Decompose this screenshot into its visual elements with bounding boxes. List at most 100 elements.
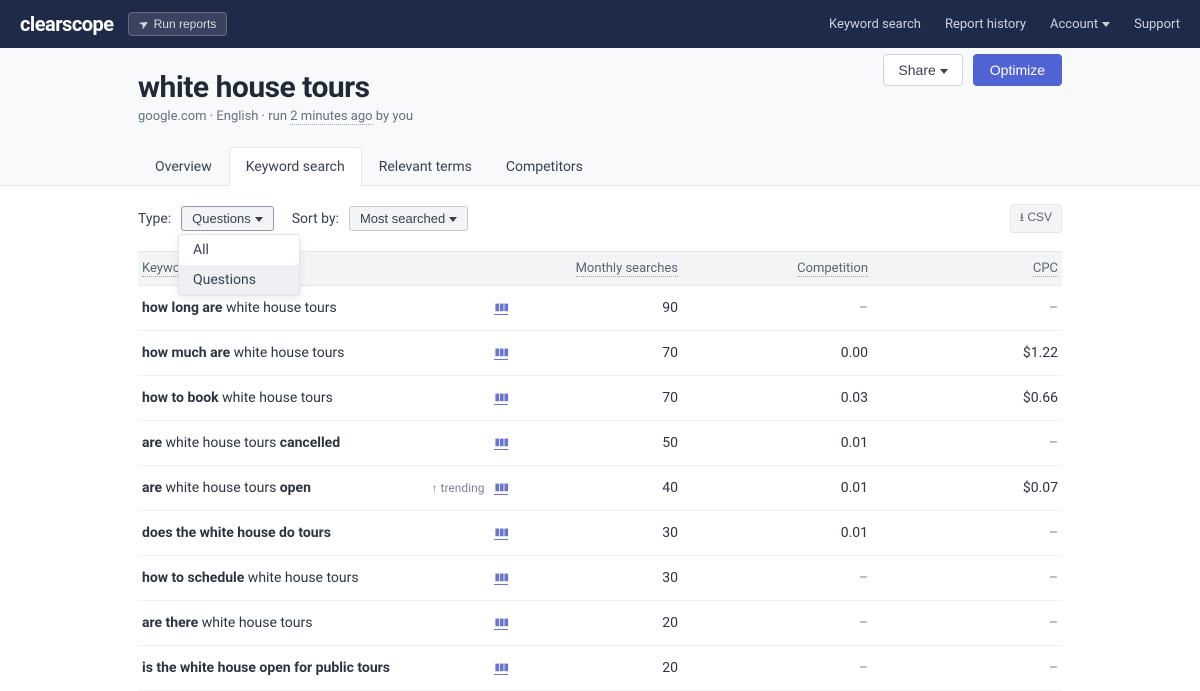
type-dropdown-menu: All Questions: [178, 234, 300, 296]
monthly-cell: 40: [522, 480, 682, 496]
monthly-cell: 20: [522, 615, 682, 631]
content-area: Type: Questions Sort by: Most searched A…: [0, 186, 1200, 691]
cpc-cell: –: [872, 435, 1062, 451]
competition-cell: 0.01: [682, 525, 872, 541]
nav-keyword-search[interactable]: Keyword search: [829, 17, 921, 32]
chart-icon[interactable]: ▮▮▮: [494, 392, 508, 405]
type-label: Type:: [138, 211, 171, 227]
optimize-button[interactable]: Optimize: [973, 54, 1062, 86]
table-row: are white house tours open ↑ trending ▮▮▮ 4…: [138, 466, 1062, 511]
keyword-text[interactable]: how long are white house tours: [142, 300, 337, 316]
keyword-icons: ▮▮▮: [494, 572, 522, 585]
sort-label: Sort by:: [292, 211, 339, 227]
type-filter-button[interactable]: Questions: [181, 206, 274, 231]
cpc-cell: –: [872, 570, 1062, 586]
nav-left: clearscope ➤ Run reports: [20, 12, 227, 36]
table-row: how to book white house tours▮▮▮700.03$0…: [138, 376, 1062, 421]
keyword-cell: how long are white house tours ▮▮▮: [138, 300, 522, 316]
dropdown-item-all[interactable]: All: [179, 235, 299, 265]
table-row: is the white house open for public tours…: [138, 646, 1062, 691]
table-row: how to schedule white house tours▮▮▮30––: [138, 556, 1062, 601]
tab-competitors[interactable]: Competitors: [489, 147, 600, 186]
chart-icon[interactable]: ▮▮▮: [494, 437, 508, 450]
filters-left: Type: Questions Sort by: Most searched A…: [138, 206, 468, 231]
table-row: does the white house do tours ▮▮▮ 300.01–: [138, 511, 1062, 556]
keyword-text[interactable]: are white house tours cancelled: [142, 435, 340, 451]
chart-icon[interactable]: ▮▮▮: [494, 527, 508, 540]
tab-keyword-search[interactable]: Keyword search: [229, 147, 362, 186]
keyword-icons: ▮▮▮: [494, 662, 522, 675]
keyword-cell: are white house tours open ↑ trending ▮▮▮: [138, 480, 522, 496]
keyword-text[interactable]: how to book white house tours: [142, 390, 333, 406]
keyword-icons: ▮▮▮: [494, 347, 522, 360]
run-reports-label: Run reports: [154, 17, 217, 31]
competition-cell: 0.00: [682, 345, 872, 361]
competition-cell: –: [682, 660, 872, 676]
keyword-cell: how to book white house tours ▮▮▮: [138, 390, 522, 406]
time-ago: 2 minutes ago: [290, 109, 372, 125]
competition-cell: –: [682, 615, 872, 631]
keyword-text[interactable]: how much are white house tours: [142, 345, 344, 361]
cpc-cell: $1.22: [872, 345, 1062, 361]
logo: clearscope: [20, 12, 114, 36]
cpc-cell: –: [872, 300, 1062, 316]
keyword-icons: ↑ trending ▮▮▮: [432, 481, 522, 495]
th-competition: Competition: [682, 261, 872, 276]
keyword-text[interactable]: does the white house do tours: [142, 525, 331, 541]
monthly-cell: 30: [522, 525, 682, 541]
chart-icon[interactable]: ▮▮▮: [494, 572, 508, 585]
monthly-cell: 90: [522, 300, 682, 316]
page-title: white house tours: [138, 70, 413, 105]
nav-report-history[interactable]: Report history: [945, 17, 1026, 32]
chart-icon[interactable]: ▮▮▮: [494, 617, 508, 630]
competition-cell: 0.01: [682, 480, 872, 496]
chart-icon[interactable]: ▮▮▮: [494, 347, 508, 360]
keyword-icons: ▮▮▮: [494, 392, 522, 405]
cpc-cell: –: [872, 615, 1062, 631]
monthly-cell: 20: [522, 660, 682, 676]
cpc-cell: $0.07: [872, 480, 1062, 496]
csv-button[interactable]: ⭳ CSV: [1010, 204, 1062, 233]
share-button[interactable]: Share: [883, 54, 962, 86]
sort-filter-button[interactable]: Most searched: [349, 206, 468, 231]
table-row: are there white house tours▮▮▮20––: [138, 601, 1062, 646]
nav-account[interactable]: Account: [1050, 17, 1110, 32]
keyword-text[interactable]: are there white house tours: [142, 615, 312, 631]
tab-overview[interactable]: Overview: [138, 147, 229, 186]
monthly-cell: 50: [522, 435, 682, 451]
header-row: white house tours google.com · English ·…: [0, 48, 1200, 124]
chart-icon[interactable]: ▮▮▮: [494, 482, 508, 495]
trending-badge: ↑ trending: [432, 481, 485, 495]
monthly-cell: 70: [522, 345, 682, 361]
keyword-cell: are there white house tours ▮▮▮: [138, 615, 522, 631]
keyword-icons: ▮▮▮: [494, 437, 522, 450]
dropdown-item-questions[interactable]: Questions: [179, 265, 299, 295]
keyword-text[interactable]: is the white house open for public tours: [142, 660, 390, 676]
keyword-text[interactable]: how to schedule white house tours: [142, 570, 359, 586]
table-body: how long are white house tours▮▮▮90––how…: [138, 286, 1062, 691]
keyword-cell: are white house tours cancelled ▮▮▮: [138, 435, 522, 451]
cpc-cell: –: [872, 660, 1062, 676]
page-wrap: white house tours google.com · English ·…: [0, 48, 1200, 691]
header-buttons: Share Optimize: [883, 54, 1062, 86]
competition-cell: 0.01: [682, 435, 872, 451]
keyword-text[interactable]: are white house tours open: [142, 480, 311, 496]
monthly-cell: 30: [522, 570, 682, 586]
competition-cell: –: [682, 300, 872, 316]
chart-icon[interactable]: ▮▮▮: [494, 302, 508, 315]
send-icon: ➤: [136, 15, 152, 32]
keyword-cell: is the white house open for public tours…: [138, 660, 522, 676]
tabs-wrap: Overview Keyword search Relevant terms C…: [0, 146, 1200, 186]
nav-support[interactable]: Support: [1134, 17, 1180, 32]
keyword-icons: ▮▮▮: [494, 527, 522, 540]
keyword-cell: does the white house do tours ▮▮▮: [138, 525, 522, 541]
competition-cell: –: [682, 570, 872, 586]
cpc-cell: –: [872, 525, 1062, 541]
run-reports-button[interactable]: ➤ Run reports: [128, 12, 228, 36]
tab-relevant-terms[interactable]: Relevant terms: [362, 147, 489, 186]
keyword-icons: ▮▮▮: [494, 302, 522, 315]
th-cpc: CPC: [872, 261, 1062, 276]
table-row: are white house tours cancelled ▮▮▮ 500.01…: [138, 421, 1062, 466]
keyword-cell: how much are white house tours ▮▮▮: [138, 345, 522, 361]
chart-icon[interactable]: ▮▮▮: [494, 662, 508, 675]
